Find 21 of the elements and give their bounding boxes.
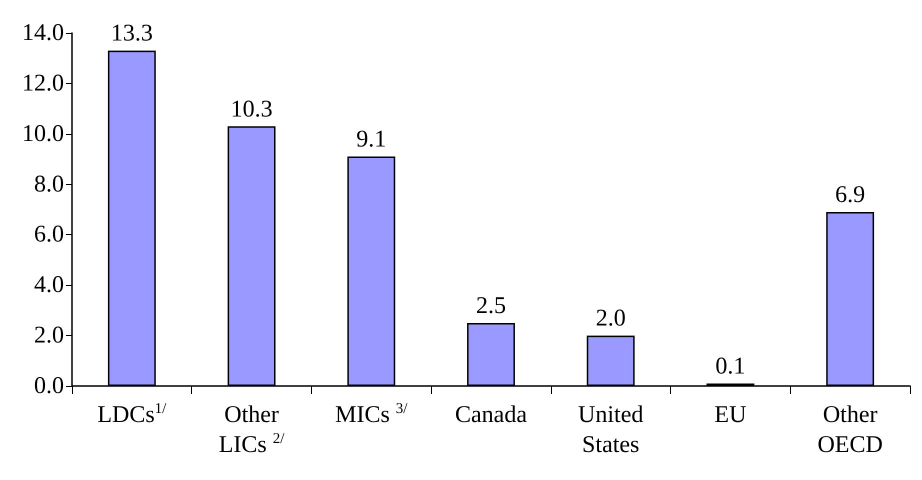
x-tick-label: EU [714, 402, 746, 428]
x-tick-label: United States [578, 402, 644, 458]
x-tick-label: MICs 3/ [335, 401, 408, 428]
y-tick-label: 10.0 [22, 120, 64, 147]
y-tick-label: 12.0 [22, 70, 64, 96]
data-label: 10.3 [230, 96, 273, 122]
data-label: 13.3 [110, 20, 153, 47]
y-tick-label: 6.0 [34, 222, 64, 248]
x-tick-label: Canada [455, 402, 528, 428]
y-tick-label: 2.0 [34, 322, 64, 349]
y-tick-label: 4.0 [34, 272, 64, 298]
data-label: 2.5 [476, 292, 506, 319]
data-label: 6.9 [835, 182, 866, 208]
data-label: 0.1 [715, 353, 746, 380]
data-label: 9.1 [356, 126, 386, 153]
data-label: 2.0 [596, 306, 626, 332]
x-tick-label: Other LICs 2/ [218, 402, 286, 458]
y-tick-label: 0.0 [34, 373, 64, 399]
y-tick-label: 14.0 [22, 20, 64, 46]
x-tick-label: Other OECD [817, 402, 883, 458]
y-tick-label: 8.0 [34, 171, 64, 198]
